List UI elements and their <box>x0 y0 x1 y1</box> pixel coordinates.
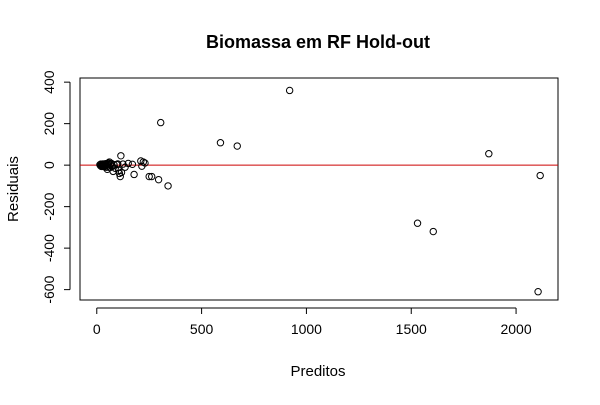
data-point <box>117 168 126 177</box>
y-axis-label: Residuais <box>5 156 22 222</box>
y-tick-label: 0 <box>41 161 57 169</box>
data-point <box>164 182 172 190</box>
data-point <box>485 150 493 158</box>
data-point <box>117 152 125 160</box>
data-point <box>429 227 437 236</box>
chart-title: Biomassa em RF Hold-out <box>206 32 430 52</box>
data-point <box>124 159 132 168</box>
data-points <box>96 86 544 296</box>
x-tick-label: 2000 <box>500 321 531 337</box>
x-axis: 0 500 1000 1500 2000 <box>93 307 532 337</box>
y-tick-label: -600 <box>41 275 57 303</box>
data-point <box>536 171 544 180</box>
y-tick-label: -200 <box>41 192 57 220</box>
x-tick-label: 500 <box>190 321 214 337</box>
x-tick-label: 1500 <box>396 321 427 337</box>
data-point <box>154 175 163 184</box>
data-point <box>233 142 241 150</box>
data-point <box>141 159 149 167</box>
data-point <box>105 162 113 170</box>
plot-frame <box>79 77 559 301</box>
x-tick-label: 1000 <box>291 321 322 337</box>
data-point <box>285 86 294 95</box>
data-point <box>130 170 138 179</box>
data-point <box>157 118 165 127</box>
y-axis: -600 -400 -200 0 200 400 <box>41 70 71 304</box>
data-point <box>116 172 124 181</box>
data-point <box>534 288 542 296</box>
data-point <box>139 158 148 166</box>
data-point <box>216 139 225 147</box>
data-point <box>128 160 137 169</box>
data-point <box>413 219 422 227</box>
y-tick-label: -400 <box>41 234 57 262</box>
x-axis-label: Preditos <box>290 363 345 380</box>
data-point <box>145 172 153 181</box>
y-tick-label: 400 <box>41 70 57 94</box>
y-tick-label: 200 <box>41 112 57 136</box>
data-point <box>110 161 118 169</box>
data-point <box>111 164 119 172</box>
x-tick-label: 0 <box>93 321 101 337</box>
data-point <box>148 172 156 181</box>
